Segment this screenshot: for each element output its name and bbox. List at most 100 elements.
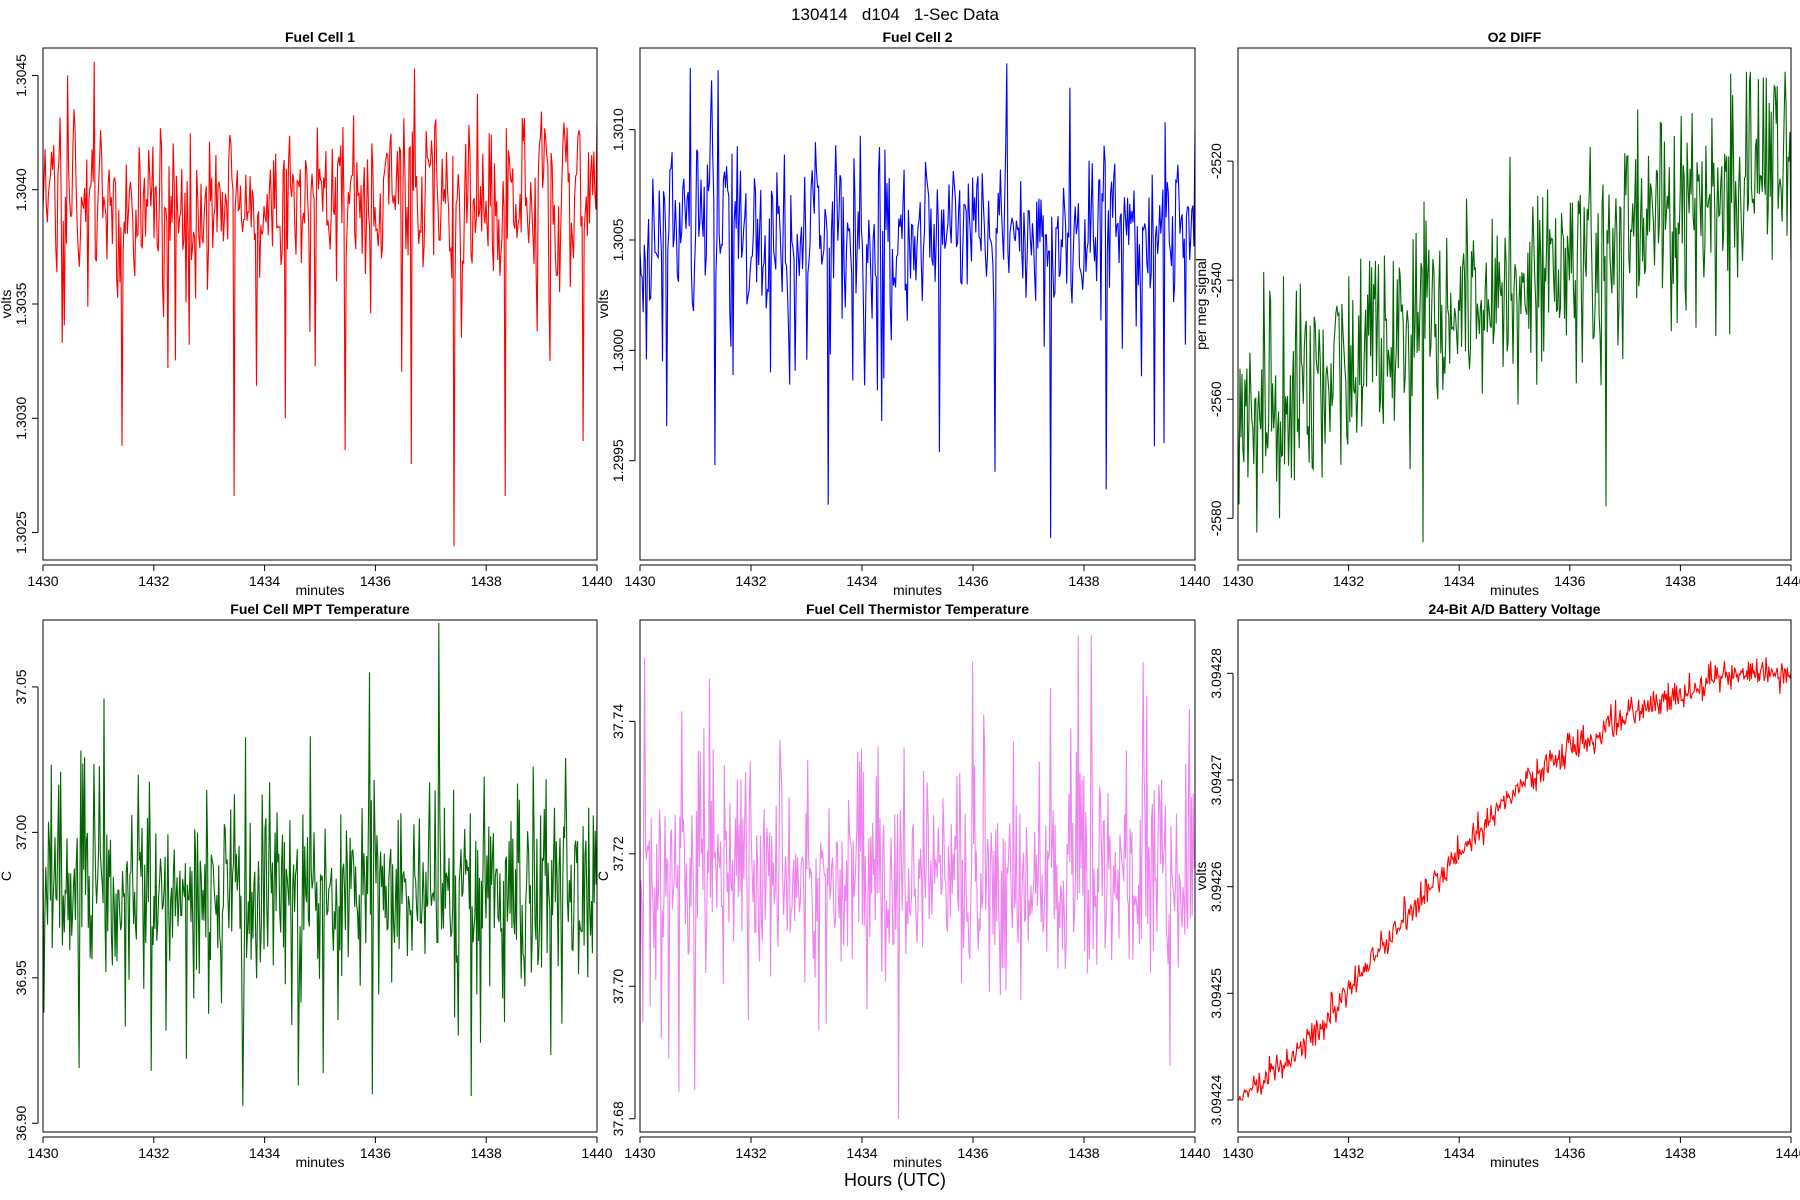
y-tick-label: 3.09427 <box>1208 754 1224 805</box>
series-line-mpt <box>43 622 597 1106</box>
x-tick-label: 1432 <box>735 573 766 589</box>
x-tick-label: 1430 <box>27 573 58 589</box>
x-tick-label: 1438 <box>471 1145 502 1161</box>
x-tick-label: 1436 <box>957 1145 988 1161</box>
x-tick-label: 1432 <box>1333 573 1364 589</box>
y-tick-label: -2580 <box>1208 500 1224 536</box>
y-tick-label: -2560 <box>1208 381 1224 417</box>
x-tick-label: 1434 <box>1444 573 1475 589</box>
panel-title: Fuel Cell Thermistor Temperature <box>806 601 1029 617</box>
y-tick-label: -2540 <box>1208 262 1224 298</box>
x-tick-label: 1440 <box>1775 573 1800 589</box>
x-tick-label: 1436 <box>360 1145 391 1161</box>
panel-fc1: Fuel Cell 1 1430 1432 1434 1436 1438 1440 minut… <box>0 29 613 598</box>
y-tick-label: 1.3005 <box>610 218 626 261</box>
x-tick-label: 1440 <box>1179 1145 1210 1161</box>
series-line-fc1 <box>43 61 597 547</box>
y-tick-label: 37.00 <box>13 815 29 850</box>
x-axis-label: minutes <box>893 582 942 598</box>
panel-batt: 24-Bit A/D Battery Voltage 1430 1432 1434 14… <box>1193 601 1800 1170</box>
x-tick-label: 1434 <box>1444 1145 1475 1161</box>
y-axis-label: volts <box>0 290 14 319</box>
x-tick-label: 1430 <box>624 573 655 589</box>
y-tick-label: 1.3000 <box>610 329 626 372</box>
y-tick-label: 1.2995 <box>610 439 626 482</box>
x-tick-label: 1440 <box>1179 573 1210 589</box>
panel-o2: O2 DIFF 1430 1432 1434 1436 1438 1440 minutes -2… <box>1193 29 1800 598</box>
y-axis-label: per meg signal <box>1193 258 1209 350</box>
y-axis-label: C <box>0 871 14 881</box>
x-tick-label: 1432 <box>138 1145 169 1161</box>
y-tick-label: 3.09426 <box>1208 861 1224 912</box>
x-tick-label: 1436 <box>1554 573 1585 589</box>
panel-title: Fuel Cell MPT Temperature <box>230 601 410 617</box>
x-tick-label: 1432 <box>1333 1145 1364 1161</box>
x-tick-label: 1440 <box>1775 1145 1800 1161</box>
x-tick-label: 1440 <box>581 573 612 589</box>
y-tick-label: 37.74 <box>610 704 626 739</box>
panel-title: O2 DIFF <box>1488 29 1542 45</box>
y-tick-label: 1.3025 <box>13 511 29 554</box>
x-axis-label: minutes <box>1490 1154 1539 1170</box>
y-tick-label: 3.09428 <box>1208 648 1224 699</box>
series-line-batt <box>1238 657 1791 1101</box>
figure-outer-xlabel: Hours (UTC) <box>844 1170 946 1190</box>
y-tick-label: 37.70 <box>610 969 626 1004</box>
x-tick-label: 1434 <box>249 1145 280 1161</box>
y-tick-label: 1.3035 <box>13 282 29 325</box>
x-tick-label: 1434 <box>846 1145 877 1161</box>
y-tick-label: 3.09425 <box>1208 968 1224 1019</box>
x-tick-label: 1434 <box>249 573 280 589</box>
panel-title: Fuel Cell 2 <box>882 29 952 45</box>
y-axis-label: volts <box>595 290 611 319</box>
y-tick-label: 36.95 <box>13 960 29 995</box>
x-tick-label: 1438 <box>1068 1145 1099 1161</box>
x-tick-label: 1436 <box>360 573 391 589</box>
panels: Fuel Cell 1 1430 1432 1434 1436 1438 1440 minut… <box>0 29 1800 1170</box>
x-tick-label: 1438 <box>1665 1145 1696 1161</box>
x-tick-label: 1436 <box>1554 1145 1585 1161</box>
y-tick-label: 37.72 <box>610 836 626 871</box>
x-axis-label: minutes <box>893 1154 942 1170</box>
panel-therm: Fuel Cell Thermistor Temperature 1430 1432… <box>595 601 1211 1170</box>
x-axis-label: minutes <box>295 1154 344 1170</box>
series-line-therm <box>640 635 1195 1119</box>
x-axis-label: minutes <box>1490 582 1539 598</box>
series-line-fc2 <box>640 63 1195 538</box>
y-tick-label: 36.90 <box>13 1106 29 1141</box>
x-tick-label: 1430 <box>1222 1145 1253 1161</box>
x-tick-label: 1432 <box>138 573 169 589</box>
y-tick-label: -2520 <box>1208 143 1224 179</box>
y-tick-label: 1.3030 <box>13 397 29 440</box>
x-tick-label: 1434 <box>846 573 877 589</box>
x-tick-label: 1432 <box>735 1145 766 1161</box>
y-axis-label: volts <box>1193 862 1209 891</box>
plot-frame <box>639 619 1196 1133</box>
x-tick-label: 1438 <box>1665 573 1696 589</box>
y-tick-label: 3.09424 <box>1208 1074 1224 1125</box>
x-axis-label: minutes <box>295 582 344 598</box>
plot-frame <box>1237 47 1792 561</box>
x-tick-label: 1436 <box>957 573 988 589</box>
plot-frame <box>42 619 598 1133</box>
series-line-o2 <box>1238 71 1791 543</box>
y-tick-label: 1.3040 <box>13 168 29 211</box>
plot-frame <box>639 47 1196 561</box>
panel-fc2: Fuel Cell 2 1430 1432 1434 1436 1438 1440 minut… <box>595 29 1211 598</box>
plot-frame <box>1237 619 1792 1133</box>
y-tick-label: 37.68 <box>610 1101 626 1136</box>
panel-mpt: Fuel Cell MPT Temperature 1430 1432 1434 143… <box>0 601 613 1170</box>
x-tick-label: 1430 <box>624 1145 655 1161</box>
y-tick-label: 1.3010 <box>610 108 626 151</box>
x-tick-label: 1430 <box>1222 573 1253 589</box>
y-axis-label: C <box>595 871 611 881</box>
panel-title: Fuel Cell 1 <box>285 29 355 45</box>
y-tick-label: 37.05 <box>13 669 29 704</box>
plot-frame <box>42 47 598 561</box>
x-tick-label: 1440 <box>581 1145 612 1161</box>
figure-title: 130414 d104 1-Sec Data <box>791 5 999 24</box>
panel-title: 24-Bit A/D Battery Voltage <box>1429 601 1601 617</box>
x-tick-label: 1438 <box>1068 573 1099 589</box>
